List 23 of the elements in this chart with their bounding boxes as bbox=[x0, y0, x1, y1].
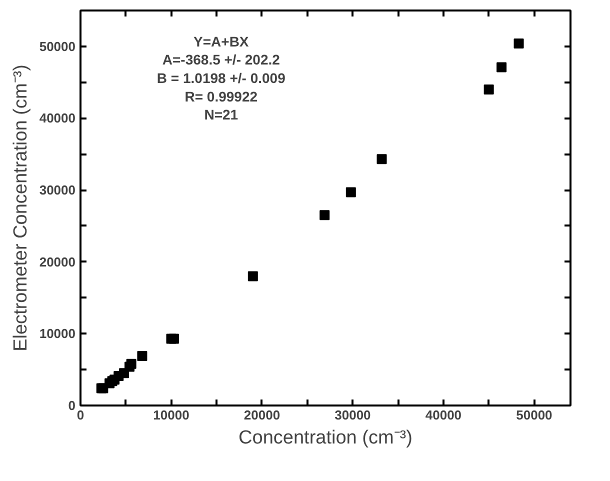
y-tick-label: 40000 bbox=[39, 110, 76, 126]
point bbox=[346, 187, 356, 198]
y-tick-label: 50000 bbox=[39, 38, 76, 54]
x-tick-label: 10000 bbox=[153, 408, 190, 422]
x-tick-label: 20000 bbox=[244, 408, 280, 422]
x-tick-label: 40000 bbox=[425, 408, 462, 422]
y-axis-title: Electrometer Concentration (cm⁻³) bbox=[10, 64, 32, 352]
y-tick-label: 30000 bbox=[39, 182, 76, 198]
point bbox=[496, 62, 507, 72]
x-axis-title: Concentration (cm⁻³) bbox=[238, 428, 412, 448]
point bbox=[320, 210, 330, 220]
x-tick-label: 50000 bbox=[516, 408, 552, 422]
annotation: Y=A+BX A=-368.5 +/- 202.2 B = 1.0198 +/- 0.009 R= 0.99922 N=21 bbox=[156, 33, 286, 123]
y-tick-label: 20000 bbox=[39, 254, 76, 270]
point bbox=[376, 154, 387, 164]
x-tick-label: 30000 bbox=[334, 408, 371, 422]
point bbox=[484, 84, 494, 94]
point bbox=[248, 271, 258, 282]
y-tick-label: 0 bbox=[68, 398, 76, 413]
point bbox=[166, 334, 176, 344]
point bbox=[137, 350, 148, 361]
y-tick-label: 10000 bbox=[39, 326, 76, 342]
point bbox=[514, 38, 524, 49]
